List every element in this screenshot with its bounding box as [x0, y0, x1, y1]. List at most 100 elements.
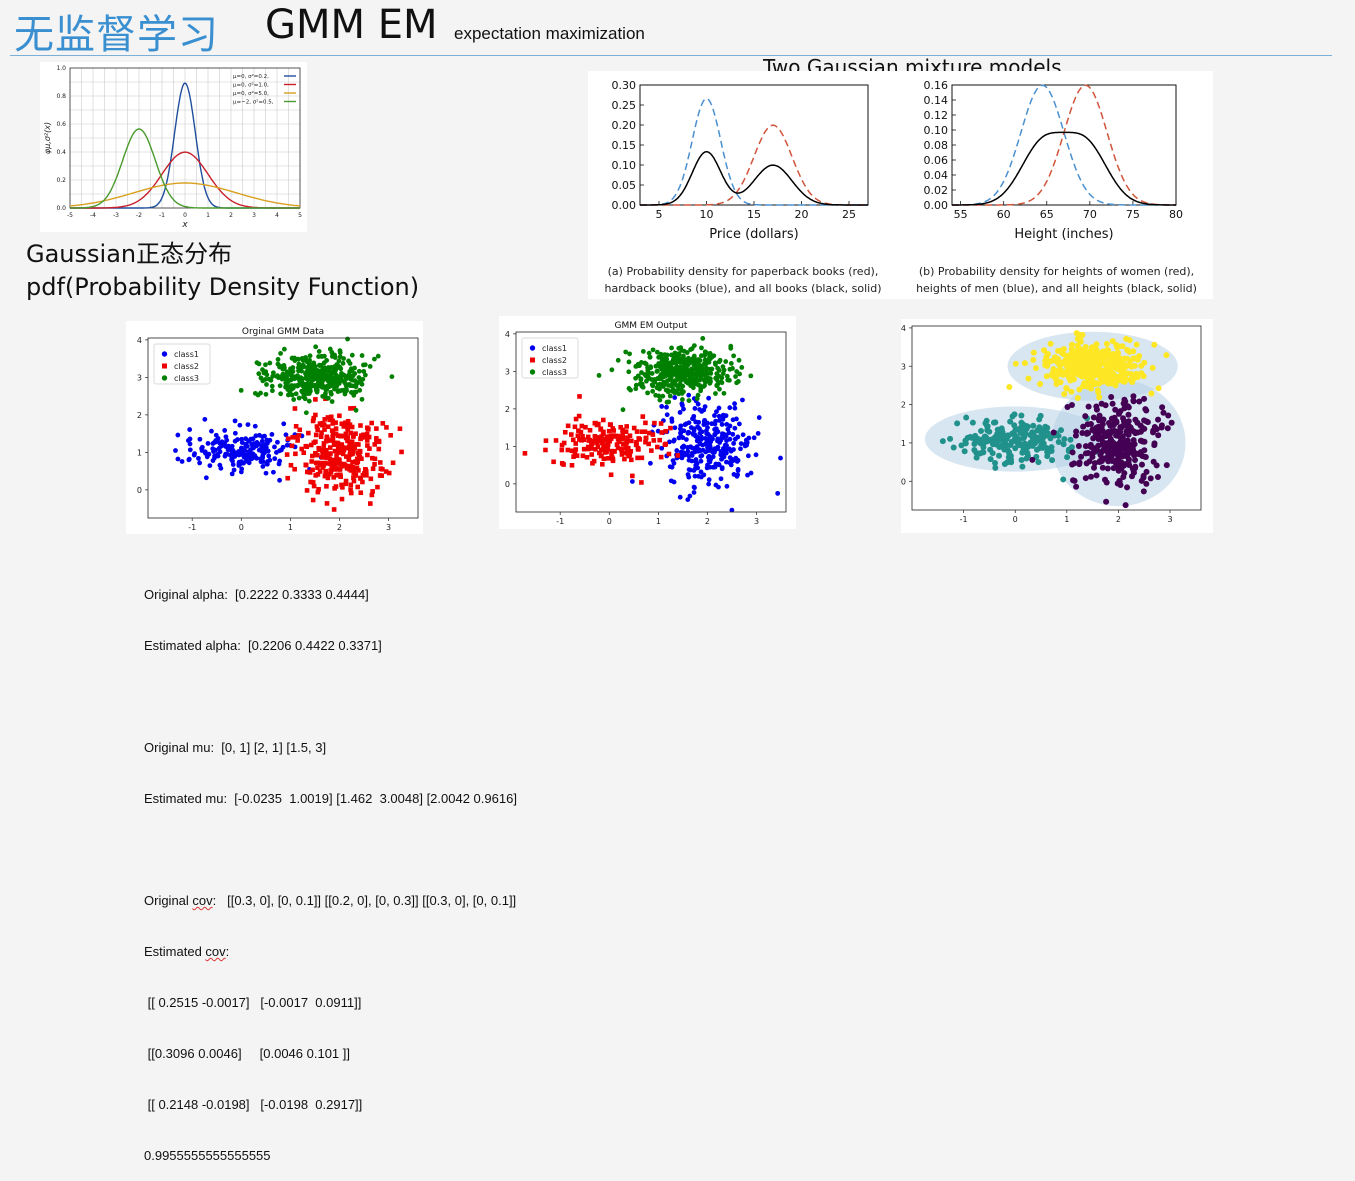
legend-label: class1	[174, 350, 199, 359]
y-tick-label: 0.00	[924, 199, 949, 212]
data-point	[1042, 362, 1049, 369]
legend-label: class3	[174, 374, 199, 383]
mixture-density-line	[640, 150, 868, 206]
data-point	[326, 471, 332, 477]
data-point	[1001, 460, 1008, 467]
data-point	[327, 445, 333, 450]
data-point	[692, 449, 698, 455]
data-point	[1105, 347, 1112, 354]
data-point	[739, 364, 745, 370]
data-point	[568, 432, 574, 437]
data-point	[1107, 422, 1114, 429]
data-point	[1106, 431, 1113, 438]
data-point	[756, 415, 762, 420]
data-point	[640, 348, 646, 354]
data-point	[1040, 440, 1047, 447]
data-point	[1074, 363, 1081, 370]
data-point	[646, 350, 652, 356]
data-point	[1021, 360, 1028, 367]
data-point	[691, 353, 697, 359]
data-point	[1050, 429, 1057, 436]
data-point	[260, 464, 266, 469]
data-point	[713, 418, 719, 424]
data-point	[358, 490, 364, 496]
data-point	[213, 432, 219, 438]
data-point	[686, 392, 692, 398]
data-point	[1130, 397, 1137, 404]
data-point	[689, 458, 695, 464]
data-point	[256, 371, 262, 377]
data-point	[343, 386, 349, 392]
data-point	[657, 397, 663, 403]
data-point	[232, 418, 238, 424]
data-point	[577, 394, 582, 399]
data-point	[1063, 362, 1070, 369]
data-point	[289, 386, 295, 392]
data-point	[576, 428, 581, 433]
data-point	[672, 425, 678, 431]
data-point	[313, 344, 319, 350]
data-point	[173, 448, 178, 453]
data-point	[692, 485, 697, 491]
figure-caption: (a) Probability density for paperback bo…	[608, 265, 879, 278]
data-point	[331, 507, 337, 512]
x-tick-label: 65	[1040, 208, 1054, 221]
data-point	[659, 404, 665, 409]
x-tick-label: 3	[386, 523, 391, 532]
data-point	[369, 420, 374, 426]
data-point	[237, 461, 242, 467]
data-point	[597, 450, 602, 456]
data-point	[1080, 373, 1087, 380]
data-point	[290, 435, 296, 440]
data-point	[669, 345, 674, 351]
y-tick-label: 3	[901, 362, 906, 371]
data-point	[307, 353, 313, 359]
data-point	[585, 434, 591, 440]
x-tick-label: -1	[556, 517, 564, 526]
data-point	[1115, 463, 1122, 470]
data-point	[1098, 436, 1105, 443]
data-point	[362, 362, 368, 368]
data-point	[719, 380, 725, 386]
data-point	[327, 417, 333, 423]
data-point	[640, 414, 646, 419]
data-point	[969, 419, 976, 426]
data-point	[311, 440, 317, 446]
data-point	[191, 452, 197, 458]
data-point	[962, 440, 969, 447]
data-point	[390, 460, 396, 466]
data-point	[399, 449, 404, 455]
x-axis-label: x	[181, 220, 188, 230]
data-point	[367, 446, 372, 451]
x-tick-label: -3	[113, 212, 119, 219]
legend-label: μ=−2, σ²=0.5,	[233, 99, 274, 106]
data-point	[360, 376, 366, 382]
data-point	[724, 438, 729, 444]
data-point	[368, 476, 374, 482]
data-point	[231, 467, 237, 473]
data-point	[350, 459, 355, 465]
data-point	[671, 437, 677, 443]
x-tick-label: 55	[954, 208, 968, 221]
data-point	[1096, 394, 1103, 401]
data-point	[689, 366, 694, 372]
plot-frame	[951, 84, 1177, 206]
data-point	[322, 473, 328, 479]
x-tick-label: 3	[1167, 515, 1172, 524]
data-point	[724, 483, 730, 489]
data-point	[368, 501, 373, 506]
data-point	[1067, 436, 1074, 443]
data-point	[1085, 370, 1092, 377]
data-point	[352, 365, 357, 371]
data-point	[256, 441, 261, 447]
data-point	[707, 437, 713, 442]
data-point	[1069, 461, 1076, 468]
data-point	[303, 443, 309, 449]
data-point	[365, 426, 371, 432]
data-point	[989, 450, 996, 457]
y-tick-label: 0	[505, 480, 510, 489]
data-point	[196, 455, 201, 461]
data-point	[271, 469, 276, 475]
data-point	[1011, 436, 1018, 443]
data-point	[597, 438, 602, 444]
